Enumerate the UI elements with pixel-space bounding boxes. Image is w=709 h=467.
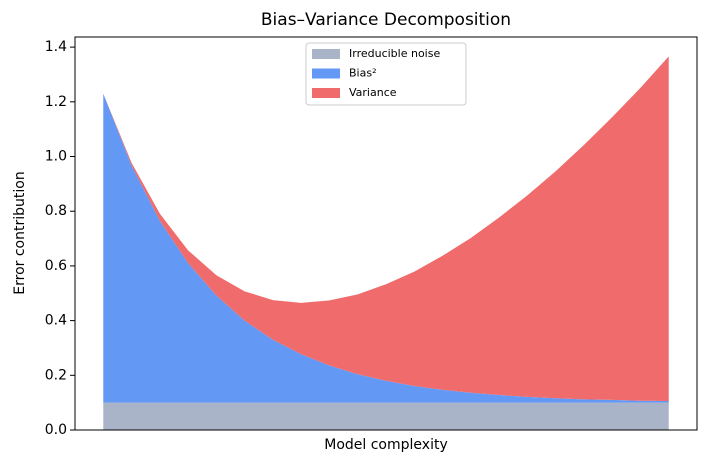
legend-label: Bias² bbox=[349, 67, 376, 80]
y-tick-label: 0.8 bbox=[45, 203, 67, 219]
legend-box bbox=[305, 42, 467, 106]
y-axis-label: Error contribution bbox=[12, 171, 28, 294]
y-tick-label: 0.0 bbox=[45, 422, 67, 438]
area bbox=[103, 93, 669, 403]
y-tick-label: 1.2 bbox=[45, 94, 67, 110]
chart-title: Bias–Variance Decomposition bbox=[261, 10, 511, 30]
y-tick-label: 0.4 bbox=[45, 313, 67, 329]
legend-label: Irreducible noise bbox=[349, 47, 440, 60]
y-tick-label: 1.4 bbox=[45, 39, 67, 55]
y-tick-label: 1.0 bbox=[45, 149, 67, 165]
y-tick-label: 0.2 bbox=[45, 367, 67, 383]
area bbox=[103, 56, 669, 402]
y-tick-label: 0.6 bbox=[45, 258, 67, 274]
legend-swatch bbox=[312, 88, 340, 98]
legend-swatch bbox=[312, 49, 340, 59]
legend-label: Variance bbox=[349, 86, 397, 99]
x-axis-label: Model complexity bbox=[324, 437, 447, 453]
axes-frame bbox=[74, 36, 698, 431]
area bbox=[103, 402, 669, 430]
legend-swatch bbox=[312, 68, 340, 79]
